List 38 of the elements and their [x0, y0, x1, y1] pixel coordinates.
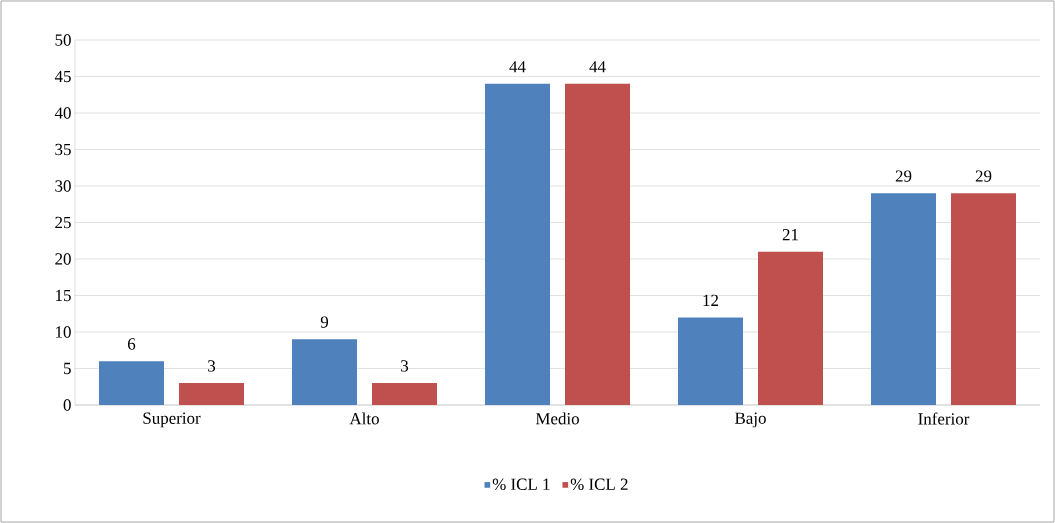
- x-tick-label: Medio: [535, 412, 579, 425]
- bar: [871, 193, 937, 405]
- data-label: 44: [509, 61, 526, 73]
- bar: [758, 251, 824, 405]
- y-tick-label: 50: [55, 34, 71, 46]
- bar: [678, 317, 743, 405]
- x-tick-label: Bajo: [735, 412, 766, 428]
- bar: [99, 361, 164, 405]
- data-label: 3: [208, 360, 216, 372]
- legend-label: % ICL 1: [492, 478, 550, 491]
- bar: [292, 339, 357, 405]
- data-label: 3: [401, 360, 409, 372]
- bar: [485, 83, 550, 405]
- y-tick-label: 45: [54, 70, 71, 83]
- data-label: 29: [895, 170, 912, 182]
- data-label: 6: [128, 338, 136, 350]
- y-tick-label: 20: [55, 253, 71, 265]
- data-label: 29: [975, 170, 992, 182]
- x-tick-label: Superior: [143, 412, 201, 428]
- bar: [565, 83, 630, 405]
- bar: [951, 193, 1017, 405]
- y-tick-label: 5: [64, 362, 71, 375]
- x-tick-label: Inferior: [918, 412, 970, 425]
- y-tick-label: 35: [55, 143, 71, 156]
- y-tick-label: 40: [54, 107, 71, 119]
- y-tick-label: 30: [55, 180, 71, 192]
- data-label: 9: [320, 316, 329, 328]
- x-tick-label: Alto: [349, 412, 379, 425]
- bar: [372, 383, 437, 405]
- legend-label: % ICL 2: [570, 478, 628, 491]
- bar: [179, 383, 244, 405]
- data-label: 44: [589, 61, 606, 73]
- data-label: 21: [782, 228, 798, 241]
- data-label: 12: [703, 294, 719, 306]
- y-tick-label: 25: [55, 216, 71, 229]
- y-tick-label: 0: [63, 399, 71, 411]
- y-tick-label: 15: [56, 289, 71, 302]
- y-tick-label: 10: [56, 326, 71, 338]
